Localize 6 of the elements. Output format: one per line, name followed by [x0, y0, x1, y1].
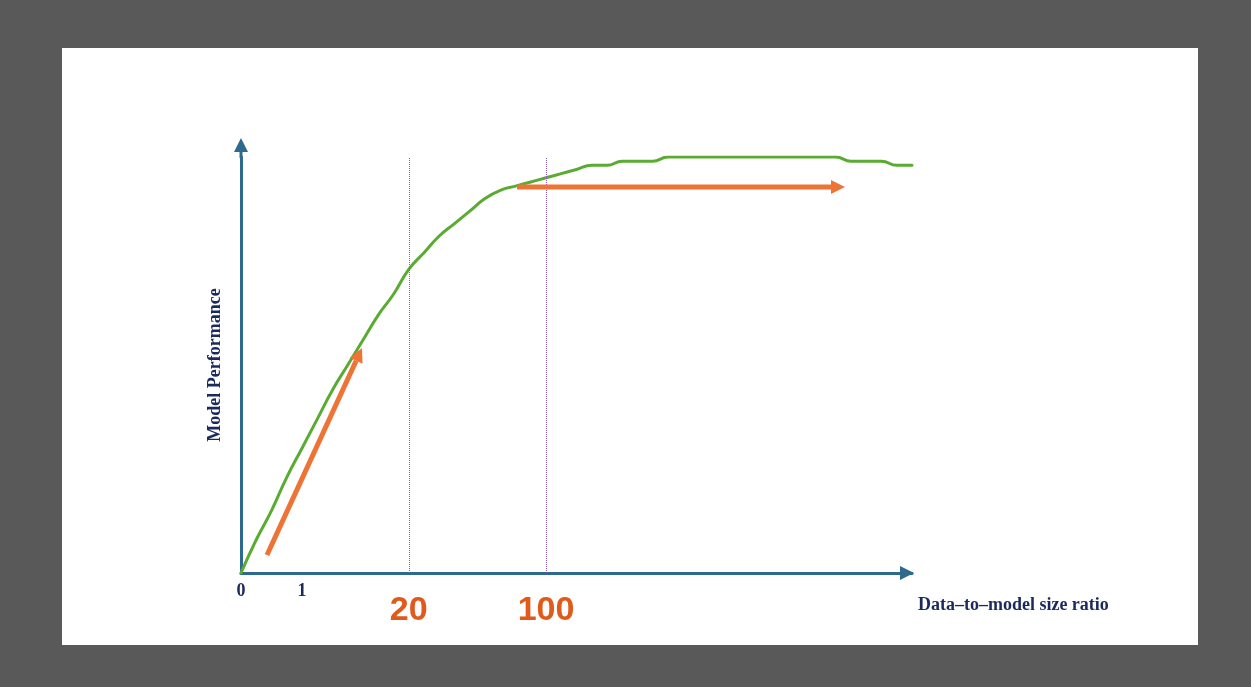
x-tick-label: 100 [517, 589, 575, 627]
y-axis-title: Model Performance [204, 288, 224, 442]
x-axis-title: Data–to–model size ratio [917, 594, 1109, 614]
x-tick-label: 20 [389, 589, 428, 627]
x-tick-label: 0 [236, 580, 246, 600]
x-tick-label: 1 [297, 580, 307, 600]
